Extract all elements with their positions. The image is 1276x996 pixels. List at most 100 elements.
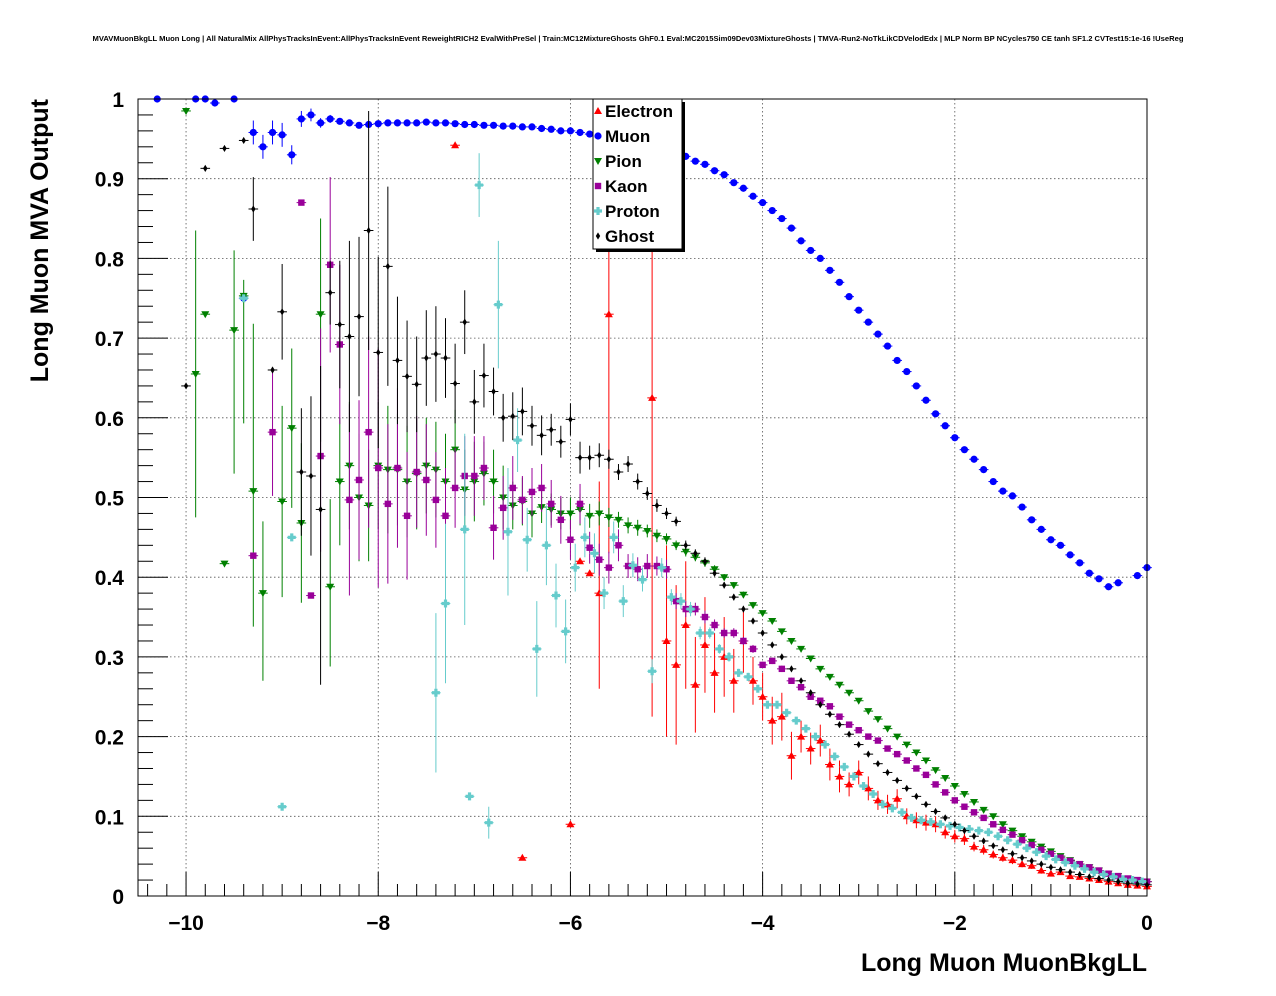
data-point bbox=[902, 741, 911, 749]
data-point bbox=[974, 826, 983, 835]
data-point bbox=[1095, 867, 1103, 874]
data-point bbox=[230, 327, 239, 335]
data-point bbox=[1032, 848, 1041, 857]
data-point bbox=[566, 820, 575, 828]
data-point bbox=[1090, 868, 1099, 877]
data-point bbox=[1128, 876, 1137, 885]
data-point bbox=[1070, 861, 1079, 870]
data-point bbox=[490, 524, 497, 531]
data-point bbox=[1114, 872, 1122, 880]
data-point bbox=[667, 593, 676, 602]
data-point bbox=[1086, 864, 1093, 871]
data-point bbox=[580, 533, 589, 542]
data-point bbox=[787, 224, 796, 232]
data-point bbox=[932, 781, 939, 788]
x-tick-label: −4 bbox=[751, 912, 775, 935]
data-point bbox=[451, 484, 459, 492]
data-point bbox=[903, 757, 910, 764]
data-point bbox=[1028, 841, 1035, 849]
data-point bbox=[893, 794, 902, 802]
series-ghost bbox=[181, 110, 1152, 889]
data-point bbox=[691, 157, 699, 165]
data-point bbox=[345, 119, 354, 127]
data-point bbox=[1115, 878, 1121, 886]
data-point bbox=[878, 800, 887, 809]
data-point bbox=[797, 237, 805, 245]
data-point bbox=[499, 504, 507, 512]
data-point bbox=[605, 564, 613, 571]
data-point bbox=[518, 123, 526, 131]
legend-label: Kaon bbox=[605, 177, 648, 196]
data-point bbox=[759, 199, 767, 207]
data-point bbox=[523, 535, 532, 544]
data-point bbox=[787, 637, 796, 645]
data-point bbox=[933, 807, 938, 816]
data-point bbox=[950, 783, 959, 791]
data-point bbox=[1019, 854, 1025, 862]
data-point bbox=[734, 668, 743, 677]
data-point bbox=[1008, 856, 1017, 864]
data-point bbox=[395, 356, 400, 365]
data-point bbox=[1003, 836, 1012, 845]
data-point bbox=[251, 205, 256, 213]
data-point bbox=[614, 516, 623, 524]
data-point bbox=[778, 665, 786, 673]
data-point bbox=[855, 727, 862, 734]
data-point bbox=[643, 527, 652, 535]
data-point bbox=[385, 262, 391, 270]
data-point bbox=[258, 590, 267, 598]
data-point bbox=[460, 525, 469, 534]
data-point bbox=[681, 548, 690, 556]
data-point bbox=[777, 712, 786, 720]
data-point bbox=[989, 477, 997, 486]
legend: Electron Muon Pion Kaon Proton Ghost bbox=[592, 98, 685, 252]
y-tick-label: 0.8 bbox=[95, 248, 125, 271]
data-point bbox=[797, 683, 805, 691]
data-point bbox=[729, 582, 738, 590]
data-point bbox=[801, 724, 810, 733]
data-point bbox=[1106, 876, 1111, 884]
data-point bbox=[936, 820, 945, 829]
data-point bbox=[691, 680, 700, 688]
data-point bbox=[729, 676, 738, 684]
data-point bbox=[509, 122, 517, 130]
y-tick-label: 0.3 bbox=[95, 647, 124, 670]
data-point bbox=[984, 828, 993, 837]
data-point bbox=[943, 814, 948, 822]
data-point bbox=[990, 821, 997, 828]
data-point bbox=[645, 489, 650, 498]
data-point bbox=[676, 597, 685, 606]
data-point bbox=[375, 464, 382, 472]
data-point bbox=[782, 708, 791, 717]
data-point bbox=[510, 412, 515, 420]
data-point bbox=[893, 733, 902, 741]
data-point bbox=[720, 574, 729, 582]
legend-marker bbox=[594, 107, 602, 114]
data-point bbox=[788, 677, 795, 685]
data-point bbox=[538, 484, 545, 492]
data-point bbox=[1018, 860, 1027, 868]
data-point bbox=[672, 542, 681, 550]
data-point bbox=[259, 143, 267, 151]
data-point bbox=[441, 599, 450, 608]
data-point bbox=[941, 828, 950, 836]
data-point bbox=[994, 832, 1003, 841]
data-point bbox=[422, 118, 430, 126]
data-point bbox=[346, 496, 353, 504]
data-point bbox=[619, 597, 628, 606]
data-point bbox=[931, 410, 940, 418]
data-point bbox=[787, 751, 796, 759]
data-point bbox=[1008, 492, 1017, 500]
data-point bbox=[441, 119, 450, 127]
data-point bbox=[950, 832, 959, 840]
data-point bbox=[711, 621, 718, 629]
data-point bbox=[513, 436, 522, 445]
data-point bbox=[404, 372, 410, 380]
data-point bbox=[461, 120, 469, 129]
data-point bbox=[596, 556, 603, 563]
data-point bbox=[201, 311, 210, 319]
data-point bbox=[730, 629, 737, 637]
data-point bbox=[529, 422, 535, 430]
data-point bbox=[806, 744, 815, 752]
legend-label: Proton bbox=[605, 202, 660, 221]
